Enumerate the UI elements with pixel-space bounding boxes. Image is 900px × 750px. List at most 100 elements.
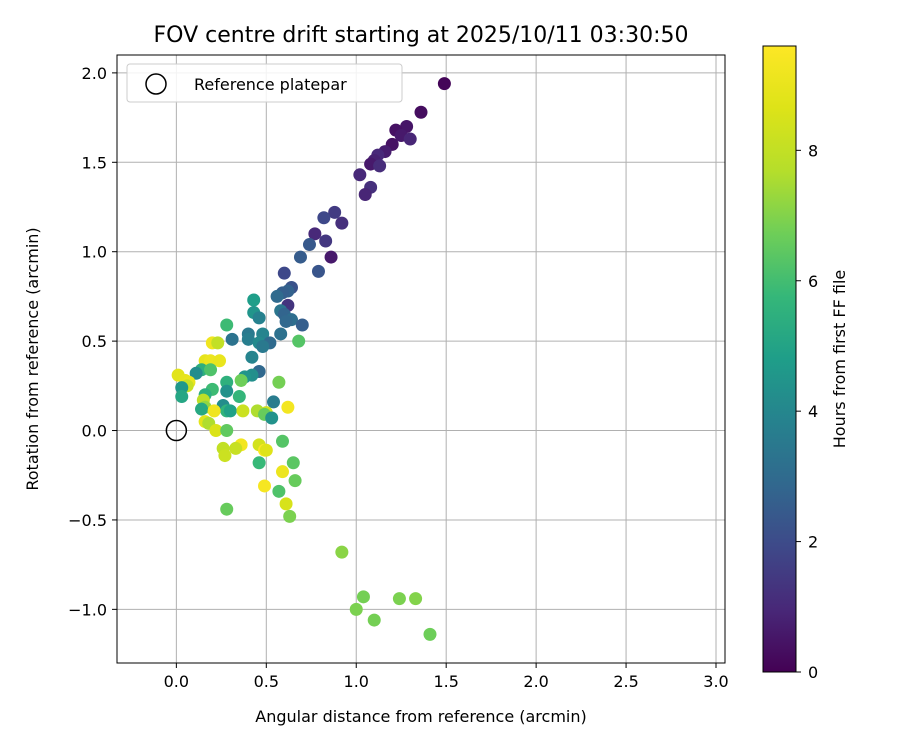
data-point xyxy=(204,363,218,377)
data-point xyxy=(437,77,451,91)
x-tick-label: 1.5 xyxy=(433,672,458,691)
data-point xyxy=(259,443,273,457)
y-tick-label: 1.0 xyxy=(82,243,107,262)
colorbar-gradient xyxy=(762,45,797,673)
data-point xyxy=(220,318,234,332)
data-point xyxy=(414,105,428,119)
x-tick-label: 3.0 xyxy=(703,672,728,691)
y-tick-label: 0.0 xyxy=(82,422,107,441)
data-point xyxy=(409,592,423,606)
data-point xyxy=(288,474,302,488)
chart-title: FOV centre drift starting at 2025/10/11 … xyxy=(154,23,689,48)
data-point xyxy=(274,327,288,341)
data-point xyxy=(175,390,189,404)
data-point xyxy=(319,234,333,248)
y-axis-ticks: −1.0 −0.5 0.0 0.5 1.0 1.5 2.0 xyxy=(68,64,117,619)
data-point xyxy=(283,509,297,523)
data-point xyxy=(349,602,363,616)
data-point xyxy=(220,424,234,438)
data-point xyxy=(293,250,307,264)
data-point xyxy=(220,375,234,389)
colorbar-ticks: 0 2 4 6 8 xyxy=(796,141,818,682)
data-point xyxy=(311,264,325,278)
data-point xyxy=(236,404,250,418)
data-point xyxy=(275,465,289,479)
data-point xyxy=(258,479,272,493)
legend-box xyxy=(126,63,403,103)
data-point xyxy=(281,400,295,414)
colorbar-tick-label: 2 xyxy=(808,533,818,552)
data-point xyxy=(373,159,387,173)
data-point xyxy=(225,332,239,346)
data-point xyxy=(308,227,322,241)
plot-frame xyxy=(116,54,726,664)
colorbar-label: Hours from first FF file xyxy=(830,270,849,449)
data-point xyxy=(223,404,237,418)
data-point xyxy=(252,456,266,470)
data-point xyxy=(328,205,342,219)
x-tick-label: 1.0 xyxy=(344,672,369,691)
data-point xyxy=(272,375,286,389)
data-point xyxy=(279,314,293,328)
data-point xyxy=(207,404,221,418)
data-point xyxy=(266,395,280,409)
data-point xyxy=(275,434,289,448)
x-axis-label: Angular distance from reference (arcmin) xyxy=(255,707,586,726)
colorbar-tick-label: 4 xyxy=(808,402,818,421)
data-point xyxy=(335,545,349,559)
data-point xyxy=(295,318,309,332)
data-point xyxy=(234,373,248,387)
data-point xyxy=(220,502,234,516)
y-tick-label: 2.0 xyxy=(82,64,107,83)
y-tick-label: −1.0 xyxy=(68,600,107,619)
scatter-points xyxy=(171,77,451,641)
data-point xyxy=(218,449,232,463)
data-point xyxy=(324,250,338,264)
data-point xyxy=(189,366,203,380)
data-point xyxy=(175,381,189,395)
data-point xyxy=(247,293,261,307)
data-point xyxy=(403,132,417,146)
data-point xyxy=(302,238,316,252)
data-point xyxy=(229,441,243,455)
colorbar-tick-label: 6 xyxy=(808,272,818,291)
data-point xyxy=(358,187,372,201)
data-point xyxy=(270,289,284,303)
data-point xyxy=(209,424,223,438)
data-point xyxy=(245,350,259,364)
data-point xyxy=(232,390,246,404)
y-tick-label: 0.5 xyxy=(82,332,107,351)
data-point xyxy=(392,592,406,606)
data-point xyxy=(220,384,234,398)
data-point xyxy=(356,590,370,604)
colorbar-tick-label: 8 xyxy=(808,141,818,160)
data-point xyxy=(213,354,227,368)
data-point xyxy=(256,339,270,353)
data-point xyxy=(211,336,225,350)
x-axis-ticks: 0.0 0.5 1.0 1.5 2.0 2.5 3.0 xyxy=(164,663,729,691)
y-tick-label: −0.5 xyxy=(68,511,107,530)
legend: Reference platepar xyxy=(126,63,403,103)
x-tick-label: 2.0 xyxy=(523,672,548,691)
colorbar: 0 2 4 6 8 Hours from first FF file xyxy=(762,45,849,682)
data-point xyxy=(252,311,266,325)
x-tick-label: 0.0 xyxy=(164,672,189,691)
data-point xyxy=(292,334,306,348)
data-point xyxy=(317,211,331,225)
data-point xyxy=(423,627,437,641)
y-axis-label: Rotation from reference (arcmin) xyxy=(23,227,42,490)
data-point xyxy=(241,332,255,346)
reference-point xyxy=(165,419,188,442)
data-point xyxy=(195,402,209,416)
legend-entry: Reference platepar xyxy=(194,75,347,94)
data-point xyxy=(277,266,291,280)
data-point xyxy=(279,497,293,511)
data-point xyxy=(265,411,279,425)
data-point xyxy=(367,613,381,627)
x-tick-label: 0.5 xyxy=(254,672,279,691)
data-point xyxy=(353,168,367,182)
y-tick-label: 1.5 xyxy=(82,153,107,172)
legend-marker xyxy=(145,73,167,95)
data-point xyxy=(335,216,349,230)
